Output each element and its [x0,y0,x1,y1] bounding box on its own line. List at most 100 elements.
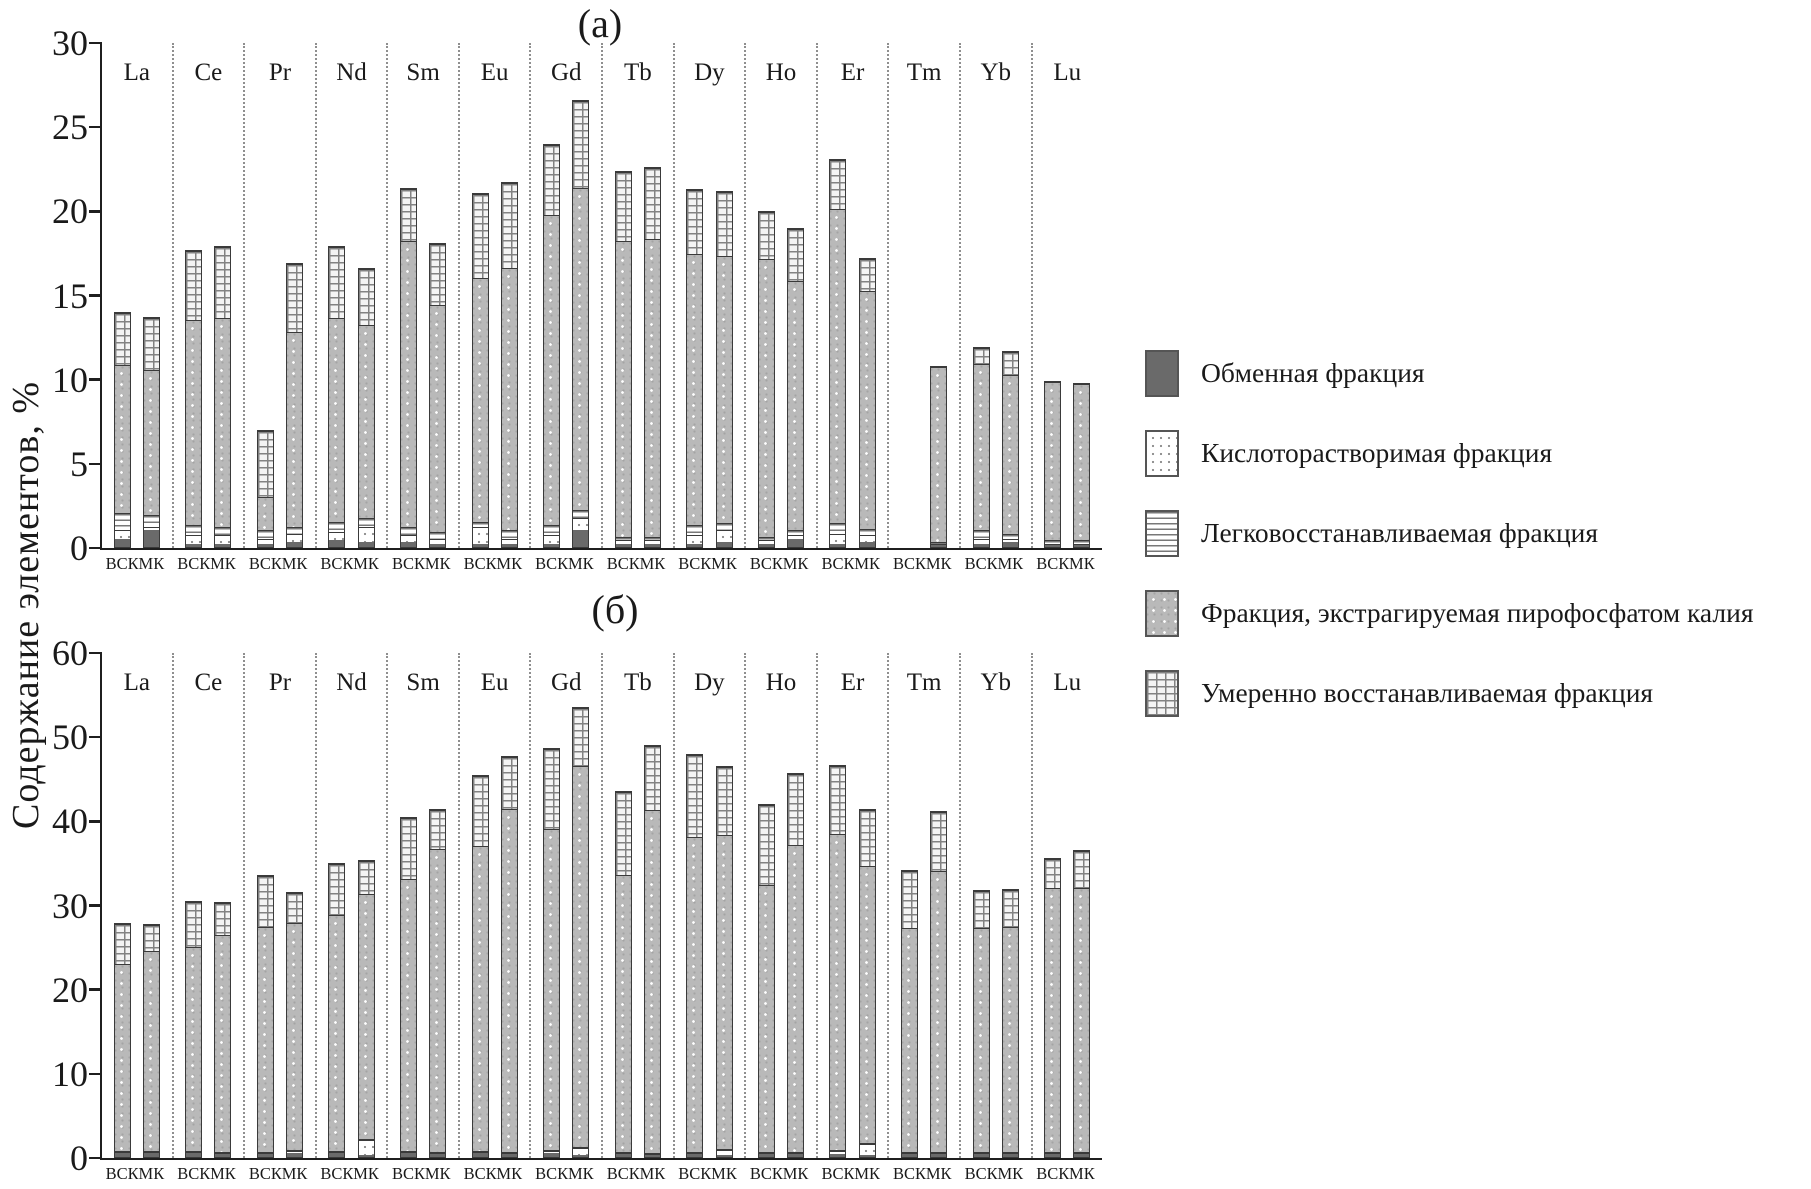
y-tick-mark [89,1072,102,1076]
bar-segment-acid_soluble [401,1151,416,1153]
stacked-bar-Sm-ВСК [400,816,417,1158]
bar-segment-pyrophosphate [644,238,660,537]
bar-segment-easily_reducible [501,530,517,539]
stacked-bar-Yb-ВСК [972,889,990,1158]
y-tick-label: 30 [52,23,88,63]
bar-segment-moderately_reducible [501,756,517,810]
y-tick-label: 30 [52,885,88,926]
bar-segment-acid_soluble [687,535,703,544]
stacked-bar-Lu-ВСК [1044,857,1062,1158]
bar-segment-moderately_reducible [973,890,989,928]
bar-segment-easily_reducible [1045,540,1061,544]
bar-segment-pyrophosphate [931,366,947,542]
element-group-Gd: Gd ВСК МК [531,43,604,573]
bar-segment-moderately_reducible [973,348,989,364]
bar-segment-moderately_reducible [143,318,159,371]
stacked-bar-Er-МК [858,258,876,548]
bar-segment-exchangeable [544,543,560,547]
x-tick-label: ВСК [964,1164,998,1183]
x-tick-label: МК [424,1164,451,1183]
bar-segment-acid_soluble [573,518,589,531]
bar-segment-easily_reducible [615,1152,631,1154]
bar-segment-pyrophosphate [931,870,947,1152]
bar-segment-easily_reducible [430,1152,446,1154]
bar-segment-moderately_reducible [644,168,660,239]
bar-segment-pyrophosphate [1002,926,1018,1153]
y-tick-label: 40 [52,801,88,842]
bar-segment-acid_soluble [257,1152,273,1154]
legend-item-easily-reducible: Легковосстанавливаемая фракция [1145,510,1785,557]
bar-segment-acid_soluble [644,540,660,544]
stacked-bar-Ce-ВСК [185,249,203,548]
bar-segment-moderately_reducible [329,247,345,319]
bar-segment-moderately_reducible [573,100,589,189]
bar-segment-pyrophosphate [788,281,804,531]
stacked-bar-Eu-ВСК [471,192,489,548]
bar-segment-pyrophosphate [215,318,231,527]
legend-item-exchangeable: Обменная фракция [1145,350,1785,397]
bar-slot-Nd-ВСК: ВСК [320,653,353,1183]
stacked-bar-Yb-ВСК [972,347,990,548]
x-tick-label: МК [925,1164,952,1183]
bar-segment-exchangeable [257,543,273,547]
element-group-Ce: Ce ВСК МК [174,653,246,1183]
bar-segment-moderately_reducible [615,171,631,241]
bar-segment-moderately_reducible [114,923,130,964]
bar-segment-easily_reducible [358,518,374,527]
bar-segment-easily_reducible [931,1151,947,1153]
bar-segment-exchangeable [687,1153,703,1157]
bar-segment-exchangeable [859,1155,875,1157]
bar-segment-easily_reducible [186,1150,202,1152]
legend-label: Кислоторастворимая фракция [1201,437,1553,468]
x-tick-label: МК [639,1164,666,1183]
bar-segment-pyrophosphate [859,291,875,529]
x-tick-label: ВСК [749,554,783,573]
bar-segment-acid_soluble [257,538,273,544]
bar-segment-exchangeable [143,530,159,547]
bar-segment-exchangeable [931,545,947,547]
y-tick-label: 0 [70,1138,88,1178]
bar-segment-exchangeable [973,1154,989,1157]
bar-segment-easily_reducible [973,1152,989,1154]
y-tick-mark [89,462,102,466]
stacked-bar-Ho-ВСК [757,211,775,548]
x-tick-label: ВСК [821,1164,855,1183]
bar-segment-easily_reducible [1074,1151,1090,1153]
y-tick-mark [89,41,102,45]
bar-slot-Tm-ВСК: ВСК [893,653,926,1183]
bar-segment-moderately_reducible [215,247,231,319]
bar-slot-Nd-МК: МК [353,43,379,573]
y-tick-mark [89,125,102,129]
stacked-bar-Tb-МК [643,167,661,548]
panel-a-title: (а) [577,1,623,46]
bar-segment-exchangeable [573,530,589,547]
bar-slot-Lu-МК: МК [1069,653,1095,1183]
bar-segment-easily_reducible [644,536,660,541]
legend-item-moderately-reducible: Умеренно восстанавливаемая фракция [1145,670,1785,717]
bar-segment-easily_reducible [329,1150,345,1152]
bar-segment-moderately_reducible [615,792,631,875]
x-tick-label: ВСК [105,1164,139,1183]
bar-segment-acid_soluble [788,535,804,539]
bar-segment-acid_soluble [644,1154,660,1156]
bar-segment-moderately_reducible [573,708,589,767]
bar-segment-exchangeable [830,543,846,547]
bar-segment-pyrophosphate [687,254,703,526]
bar-slot-Eu-МК: МК [496,43,522,573]
bar-segment-pyrophosphate [401,878,416,1151]
stacked-bar-Tm-МК [930,365,948,548]
stacked-bar-Pr-ВСК [256,875,274,1158]
bar-segment-acid_soluble [401,535,416,542]
bar-segment-moderately_reducible [186,901,202,948]
bar-segment-moderately_reducible [501,183,517,268]
stacked-bar-La-ВСК [113,922,131,1158]
bar-slot-Lu-ВСК: ВСК [1036,653,1069,1183]
bar-segment-moderately_reducible [287,892,303,923]
element-group-Nd: Nd ВСК МК [317,653,389,1183]
x-tick-label: ВСК [105,554,139,573]
bar-segment-pyrophosphate [830,833,846,1151]
bar-segment-acid_soluble [430,538,446,544]
x-tick-label: МК [1069,1164,1095,1183]
bar-segment-moderately_reducible [687,190,703,255]
exchangeable-fraction-swatch-icon [1145,350,1179,397]
